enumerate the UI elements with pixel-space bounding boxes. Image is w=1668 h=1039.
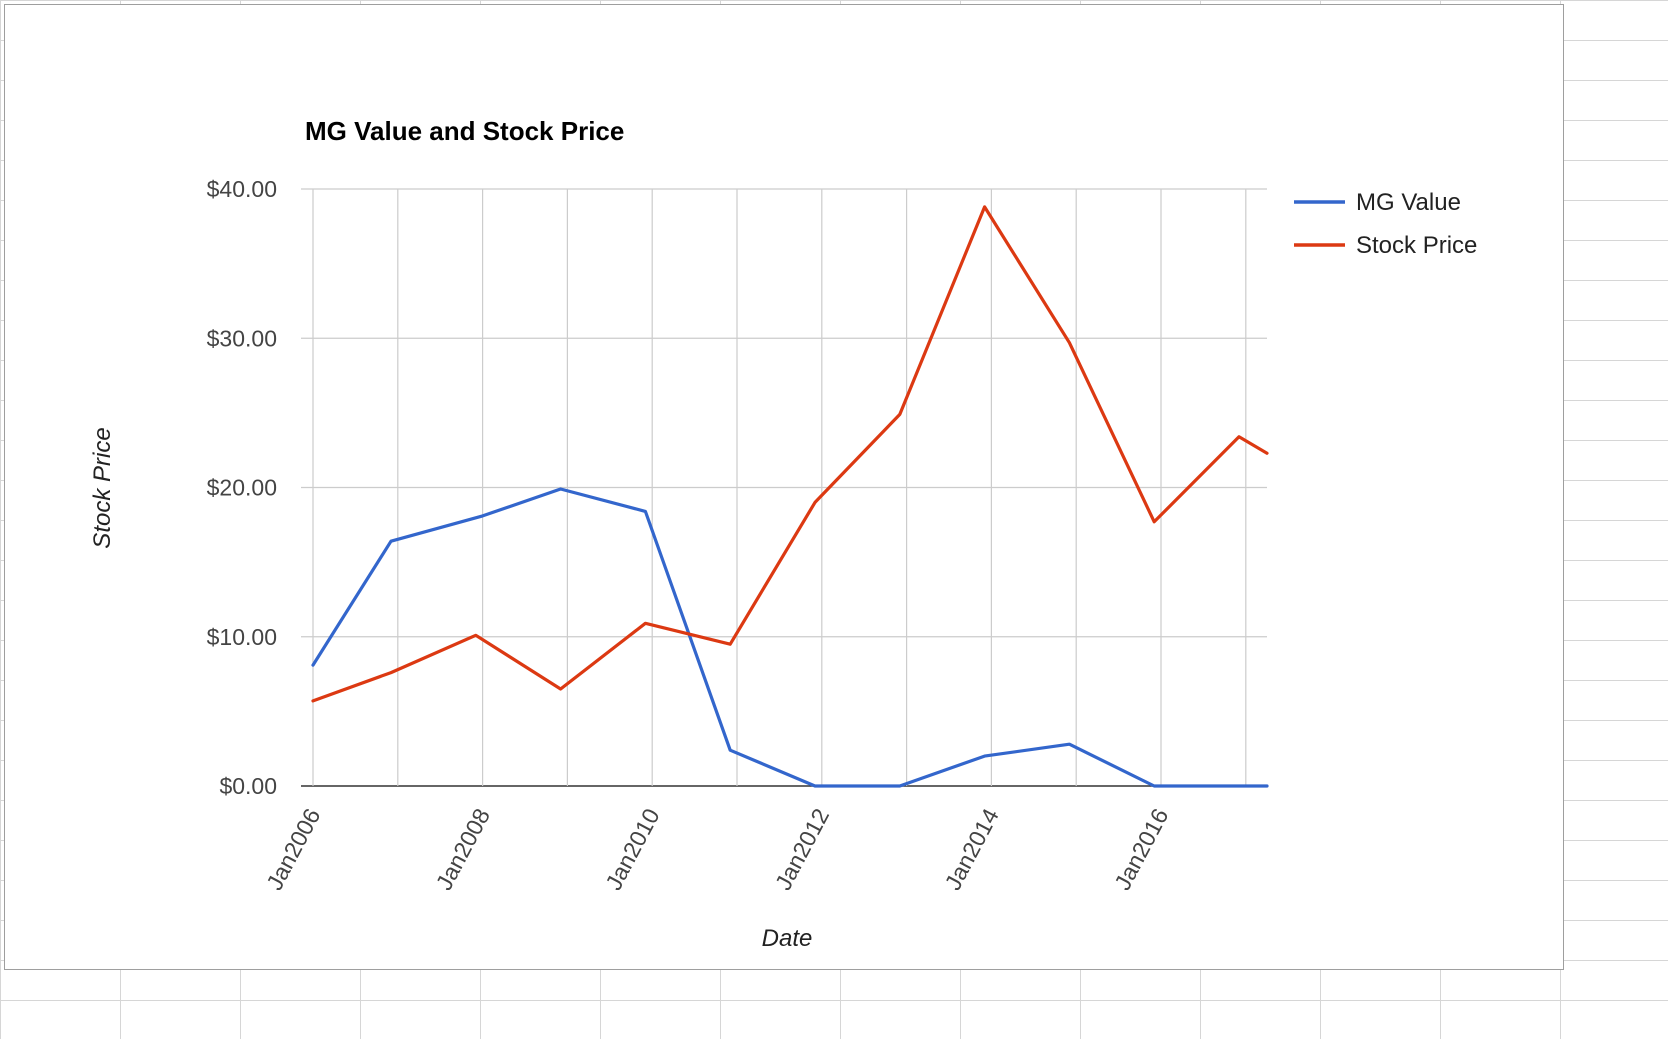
y-axis-title: Stock Price <box>89 427 116 548</box>
chart-gridlines <box>301 188 1267 787</box>
y-tick-label: $30.00 <box>207 325 277 351</box>
y-tick-label: $20.00 <box>207 475 277 501</box>
x-tick-label: Jan2010 <box>600 804 664 894</box>
series-line-mg-value[interactable] <box>311 487 1269 788</box>
x-axis-title: Date <box>762 925 813 952</box>
x-tick-label: Jan2008 <box>431 804 495 894</box>
chart-legend: MG Value Stock Price <box>1294 189 1477 259</box>
x-tick-label: Jan2006 <box>261 804 325 894</box>
legend-label: MG Value <box>1356 189 1461 216</box>
series-lines <box>311 205 1269 788</box>
x-tick-label: Jan2014 <box>939 804 1003 894</box>
x-tick-label: Jan2016 <box>1109 804 1173 894</box>
y-tick-label: $0.00 <box>219 773 277 799</box>
y-tick-label: $40.00 <box>207 176 277 202</box>
chart-title: MG Value and Stock Price <box>305 116 624 146</box>
y-axis-ticks: $0.00 $10.00 $20.00 $30.00 $40.00 <box>207 176 277 799</box>
x-axis-ticks: Jan2006 Jan2008 Jan2010 Jan2012 Jan2014 Jan20… <box>261 804 1173 894</box>
series-line-stock-price[interactable] <box>311 205 1269 703</box>
y-tick-label: $10.00 <box>207 624 277 650</box>
x-tick-label: Jan2012 <box>770 804 834 894</box>
legend-label: Stock Price <box>1356 232 1477 259</box>
